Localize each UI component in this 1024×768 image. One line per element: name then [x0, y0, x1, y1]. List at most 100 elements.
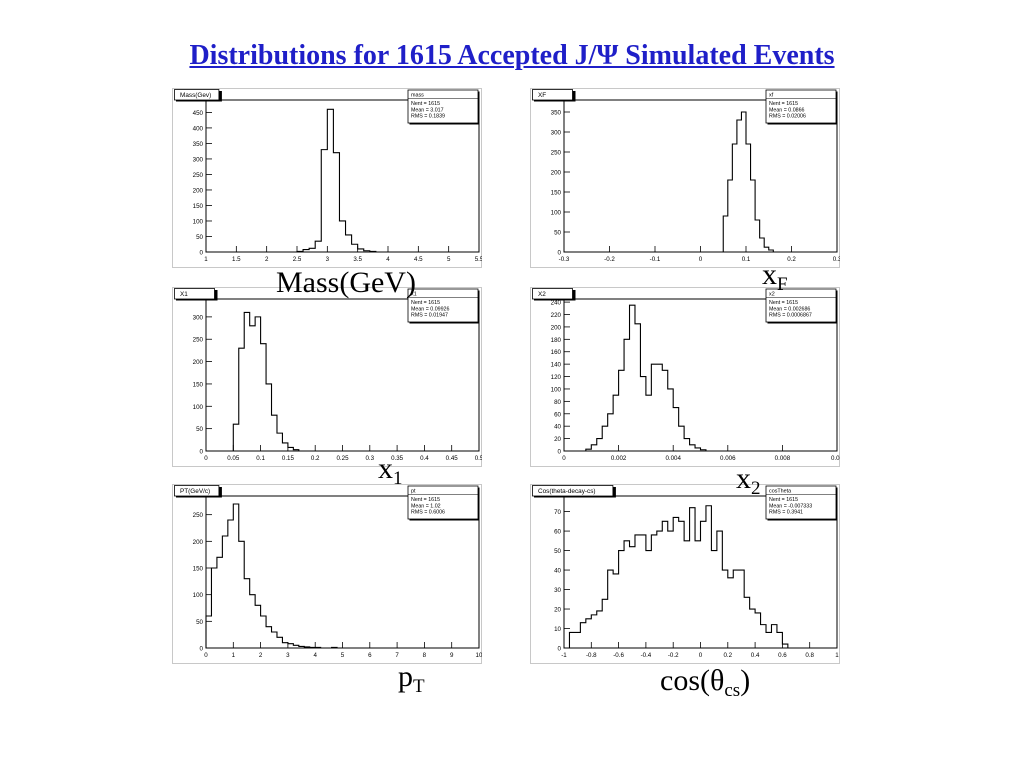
y-tick-label: 100 — [193, 404, 204, 411]
y-tick-label: 200 — [551, 170, 562, 177]
stats-line: Nent = 1615 — [769, 101, 798, 107]
x-tick-label: 2.5 — [293, 256, 302, 263]
y-tick-label: 100 — [551, 386, 562, 393]
x-tick-label: 0 — [204, 652, 208, 659]
x-tick-label: -0.6 — [613, 652, 624, 659]
stats-box — [407, 288, 479, 323]
x-tick-label: 7 — [395, 652, 399, 659]
y-tick-label: 300 — [193, 156, 204, 163]
x-tick-label: 0.1 — [742, 256, 751, 263]
y-tick-label: 180 — [551, 337, 562, 344]
y-tick-label: 200 — [551, 324, 562, 331]
histogram-title: PT(GeV/c) — [180, 488, 210, 495]
stats-name: pt — [411, 489, 416, 495]
x-tick-label: 0 — [699, 652, 703, 659]
x-tick-label: -0.4 — [641, 652, 652, 659]
stats-line: Mean = 0.002686 — [769, 306, 810, 312]
x-tick-label: -0.2 — [668, 652, 679, 659]
plot-frame — [205, 495, 480, 649]
stats-line: Nent = 1615 — [411, 497, 440, 503]
x-tick-label: 1 — [204, 256, 208, 263]
x-tick-label: -0.2 — [604, 256, 615, 263]
y-tick-label: 70 — [554, 509, 561, 516]
y-tick-label: 50 — [554, 230, 561, 237]
plot-frame — [563, 99, 838, 253]
x-tick-label: 0.3 — [833, 256, 840, 263]
x-tick-label: -0.1 — [650, 256, 661, 263]
x-tick-label: 0.2 — [787, 256, 796, 263]
y-tick-label: 150 — [193, 566, 204, 573]
stats-line: RMS = 0.6006 — [411, 510, 445, 516]
stats-box — [765, 288, 837, 323]
histogram-series — [568, 505, 789, 648]
y-tick-label: 20 — [554, 607, 561, 614]
x-tick-label: 0.008 — [775, 455, 791, 462]
x-tick-label: 0.1 — [256, 455, 265, 462]
histogram-mass: 0 50 100 150 200 250 300 350 400 450 1 1.5 2 2.5 3 3.5 4… — [172, 88, 482, 268]
y-tick-label: 100 — [193, 218, 204, 225]
y-tick-label: 100 — [551, 210, 562, 217]
histogram-series — [296, 108, 377, 252]
caption-cos-theta: cos(θcs) — [660, 664, 750, 702]
stats-line: RMS = 0.3941 — [769, 510, 803, 516]
caption-x1: x1 — [378, 452, 403, 490]
x-tick-label: 3.5 — [353, 256, 362, 263]
x-tick-label: 4 — [313, 652, 317, 659]
stats-line: RMS = 0.1839 — [411, 114, 445, 120]
x-tick-label: 5 — [341, 652, 345, 659]
y-tick-label: 0 — [200, 449, 204, 456]
title-box — [532, 89, 573, 101]
caption-xf: xF — [762, 258, 788, 296]
y-tick-label: 160 — [551, 349, 562, 356]
stats-name: mass — [411, 93, 424, 99]
caption-cos-base: cos(θ — [660, 664, 725, 697]
title-box — [174, 485, 220, 497]
y-tick-label: 50 — [196, 234, 203, 241]
y-tick-label: 10 — [554, 626, 561, 633]
stats-line: Mean = 0.0866 — [769, 107, 805, 113]
stats-name: xf — [769, 93, 774, 99]
histogram-series — [232, 311, 310, 452]
y-tick-label: 300 — [193, 314, 204, 321]
stats-line: Mean = -0.007333 — [769, 503, 812, 509]
page-title: Distributions for 1615 Accepted J/Ψ Simu… — [189, 40, 835, 71]
y-tick-label: 80 — [554, 399, 561, 406]
plot-frame — [563, 298, 838, 452]
y-tick-label: 0 — [558, 449, 562, 456]
x-tick-label: 5.5 — [475, 256, 482, 263]
stats-name: x2 — [769, 292, 775, 298]
histogram-title: XF — [538, 92, 546, 99]
histogram-svg: 0 50 100 150 200 250 300 350 -0.3 -0.2 -0.1 0 0.1 0.2… — [530, 88, 840, 268]
y-tick-label: 60 — [554, 411, 561, 418]
title-box — [174, 288, 215, 300]
stats-line: RMS = 0.02006 — [769, 114, 806, 120]
stats-line: Nent = 1615 — [769, 497, 798, 503]
x-tick-label: 6 — [368, 652, 372, 659]
y-tick-label: 350 — [193, 141, 204, 148]
y-tick-label: 150 — [193, 203, 204, 210]
caption-x2-sub: 2 — [751, 478, 761, 499]
caption-x1-base: x — [378, 452, 393, 485]
x-tick-label: 0.2 — [311, 455, 320, 462]
y-tick-label: 250 — [193, 512, 204, 519]
y-tick-label: 200 — [193, 359, 204, 366]
y-tick-label: 150 — [551, 190, 562, 197]
histogram-series — [205, 503, 343, 649]
x-tick-label: 0.3 — [365, 455, 374, 462]
caption-x2: x2 — [736, 462, 761, 500]
caption-cos-tail: ) — [740, 664, 751, 697]
x-tick-label: 2 — [265, 256, 269, 263]
y-tick-label: 300 — [551, 130, 562, 137]
histogram-title: Cos(theta-decay-cs) — [538, 488, 596, 495]
y-tick-label: 40 — [554, 424, 561, 431]
x-tick-label: 5 — [447, 256, 451, 263]
histogram-series — [718, 111, 774, 253]
histogram-pt: 0 50 100 150 200 250 0 1 2 3 4 5 6 7 8 9 10 PT(GeV/c) pt Ne… — [172, 484, 482, 664]
x-tick-label: 1 — [232, 652, 236, 659]
x-tick-label: -0.8 — [586, 652, 597, 659]
y-tick-label: 450 — [193, 110, 204, 117]
y-tick-label: 250 — [193, 172, 204, 179]
x-tick-label: -0.3 — [559, 256, 570, 263]
histogram-xf: 0 50 100 150 200 250 300 350 -0.3 -0.2 -0.1 0 0.1 0.2… — [530, 88, 840, 268]
plot-frame — [205, 298, 480, 452]
